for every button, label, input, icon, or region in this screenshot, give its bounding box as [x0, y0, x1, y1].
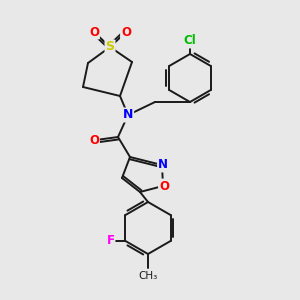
Text: Cl: Cl — [184, 34, 196, 47]
Text: S: S — [106, 40, 115, 53]
Text: O: O — [121, 26, 131, 38]
Text: F: F — [106, 235, 115, 248]
Text: O: O — [89, 26, 99, 38]
Text: O: O — [89, 134, 99, 146]
Text: N: N — [123, 109, 133, 122]
Text: CH₃: CH₃ — [138, 271, 158, 281]
Text: O: O — [159, 179, 169, 193]
Text: N: N — [158, 158, 168, 172]
